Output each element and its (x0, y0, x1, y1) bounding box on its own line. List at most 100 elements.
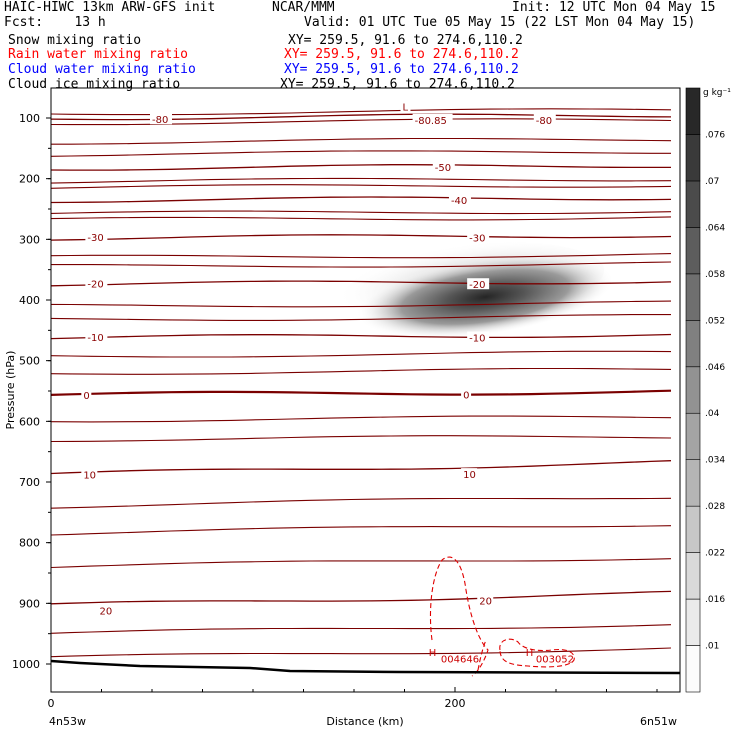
field-name-cloud-water: Cloud water mixing ratio (8, 62, 196, 77)
y-axis: 100 200 300 400 500 600 700 800 900 1000 (12, 112, 51, 671)
valid-time: Valid: 01 UTC Tue 05 May 15 (22 LST Mon … (304, 15, 696, 30)
colorbar: .01 .016 .022 .028 .034 .04 .046 .052 .058 .064 .0… (685, 87, 725, 693)
init-time: Init: 12 UTC Mon 04 May 15 (512, 0, 716, 15)
colorbar-band (685, 134, 701, 182)
contour-label: 20 (479, 596, 492, 607)
colorbar-label: .01 (705, 642, 719, 652)
colorbar-band (685, 320, 701, 368)
isotherm-line (51, 314, 671, 321)
field-xy-snow: XY= 259.5, 91.6 to 274.6,110.2 (288, 33, 523, 48)
terrain-line (50, 659, 681, 675)
isotherm-line (51, 497, 672, 509)
field-name-snow: Snow mixing ratio (8, 33, 142, 48)
isotherm-line (51, 624, 672, 634)
colorbar-label: .028 (705, 502, 725, 512)
colorbar-label: .04 (705, 409, 720, 419)
isotherm-line (51, 137, 672, 145)
colorbar-band (685, 366, 701, 414)
y-tick-label: 900 (19, 597, 40, 610)
contour-label: -80 (536, 116, 552, 127)
contour-label-bg (97, 604, 114, 616)
isotherm-line (51, 164, 671, 171)
isotherm-line (51, 150, 671, 157)
contour-label: -50 (435, 163, 451, 174)
y-tick-label: 500 (19, 355, 40, 368)
contour-label-bg (412, 113, 453, 125)
x-axis-label: Distance (km) (326, 715, 403, 728)
contour-label-bg (85, 331, 108, 343)
isotherm-line (51, 216, 672, 221)
isotherm-line (51, 261, 672, 268)
isotherm-line (51, 300, 672, 308)
contour-label-bg (461, 388, 472, 400)
y-tick-label: 300 (19, 233, 40, 246)
institution-label: NCAR/MMM (272, 0, 335, 15)
plot-frame (50, 87, 681, 693)
colorbar-label: .064 (705, 223, 725, 233)
isotherm-line (51, 367, 672, 375)
colorbar-band (685, 227, 701, 275)
contour-label: 0 (463, 391, 469, 402)
contour-label: L (402, 102, 408, 113)
contour-label-bg (467, 231, 490, 243)
colorbar-band (685, 598, 701, 646)
x-tick-label: 0 (48, 697, 55, 710)
contour-label-bg (85, 277, 108, 289)
colorbar-label: .058 (705, 270, 725, 280)
model-title: HAIC-HIWC 13km ARW-GFS init (4, 0, 216, 15)
isotherm-line (51, 196, 672, 204)
isotherm-line (51, 210, 672, 215)
colorbar-label: .052 (705, 316, 725, 326)
colorbar-band (685, 273, 701, 321)
contour-label-bg (85, 230, 108, 242)
temperature-contours: -80 -80 -80.85 L -50 -40 -30 -30 -20 -20 -10 -10 0 0 1… (51, 100, 672, 658)
y-tick-label: 1000 (12, 658, 40, 671)
y-tick-label: 400 (19, 294, 40, 307)
colorbar-band (685, 459, 701, 507)
colorbar-label: .034 (705, 456, 725, 466)
y-tick-label: 800 (19, 537, 40, 550)
x-axis: 0 200 (48, 687, 658, 710)
isotherm-line (51, 415, 672, 423)
contour-label-bg (467, 278, 490, 290)
contour-label-bg (477, 594, 494, 606)
colorbar-band (685, 180, 701, 228)
colorbar-band (685, 505, 701, 553)
contour-label: -30 (87, 233, 103, 244)
snow-mixing-ratio-shading (305, 242, 615, 339)
colorbar-label: .022 (705, 549, 725, 559)
contour-label: -10 (87, 333, 103, 344)
contour-label-bg (81, 468, 98, 480)
isotherm-line (51, 558, 672, 569)
field-xy-cloud-water: XY= 259.5, 91.6 to 274.6,110.2 (284, 62, 519, 77)
forecast-hour: Fcst: 13 h (4, 15, 106, 30)
isotherm-line (51, 118, 672, 126)
contour-label-bg (400, 100, 411, 112)
rain-contour (429, 556, 489, 677)
rain-max-label: H (429, 648, 437, 659)
isotherm-line (51, 525, 672, 536)
field-xy-rain: XY= 259.5, 91.6 to 274.6,110.2 (284, 47, 519, 62)
y-tick-label: 600 (19, 415, 40, 428)
colorbar-unit: g kg⁻¹ (703, 88, 731, 98)
contour-label: 10 (463, 470, 476, 481)
y-axis-label: Pressure (hPa) (4, 351, 17, 430)
isotherm-line (51, 590, 672, 605)
contour-label: -10 (469, 334, 485, 345)
rain-max-label: 003052 (536, 655, 574, 666)
colorbar-label: .016 (705, 595, 725, 605)
isotherm-line (51, 253, 672, 259)
contour-label-bg (150, 113, 172, 125)
x-tick-label: 200 (445, 697, 466, 710)
field-name-rain: Rain water mixing ratio (8, 47, 189, 62)
isotherm-line (51, 108, 672, 116)
isotherm-line (51, 333, 672, 340)
contour-label: 20 (99, 607, 112, 618)
y-tick-label: 700 (19, 476, 40, 489)
isotherm-line (51, 280, 672, 287)
y-tick-label: 100 (19, 112, 40, 125)
rain-max-label: H (526, 648, 534, 659)
contour-label-bg (461, 468, 478, 480)
isotherm-line (51, 460, 672, 475)
